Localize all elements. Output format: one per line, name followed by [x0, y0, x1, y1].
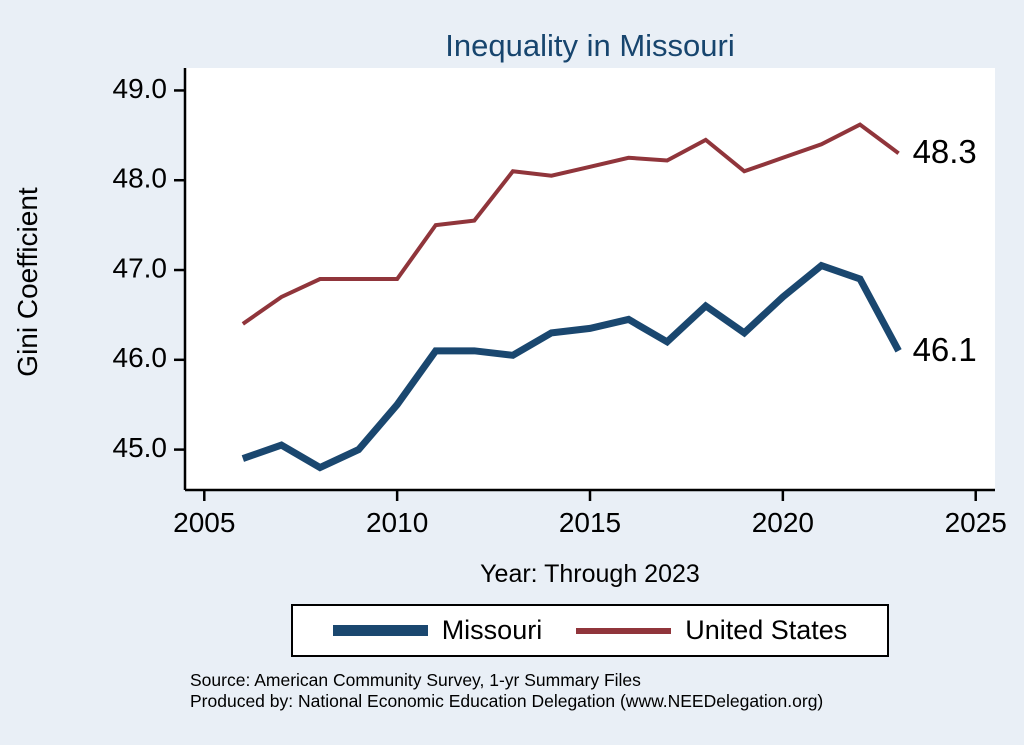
united-states-line-swatch	[576, 627, 672, 634]
svg-text:49.0: 49.0	[113, 73, 168, 104]
source-line-2: Produced by: National Economic Education…	[190, 691, 824, 711]
source-line-1: Source: American Community Survey, 1-yr …	[190, 670, 641, 690]
legend: Missouri United States	[185, 604, 995, 657]
y-axis-label: Gini Coefficient	[12, 187, 43, 377]
svg-text:47.0: 47.0	[113, 252, 168, 283]
svg-text:2015: 2015	[559, 507, 621, 538]
chart-canvas: 45.0 46.0 47.0 48.0 49.0 2005 2010 2015 2020 2025	[113, 68, 1007, 538]
svg-text:2020: 2020	[752, 507, 814, 538]
legend-item-united-states: United States	[576, 615, 847, 646]
x-axis-label: Year: Through 2023	[480, 560, 700, 588]
svg-text:48.0: 48.0	[113, 163, 168, 194]
legend-label-missouri: Missouri	[441, 615, 543, 645]
source-note: Source: American Community Survey, 1-yr …	[190, 670, 823, 712]
us-end-label: 48.3	[912, 133, 977, 171]
chart-title: Inequality in Missouri	[445, 28, 735, 63]
legend-item-missouri: Missouri	[332, 615, 543, 646]
svg-text:2025: 2025	[945, 507, 1007, 538]
svg-text:2010: 2010	[366, 507, 428, 538]
legend-label-united-states: United States	[685, 615, 848, 645]
legend-box: Missouri United States	[290, 604, 890, 657]
svg-text:2005: 2005	[173, 507, 235, 538]
svg-text:45.0: 45.0	[113, 432, 168, 463]
svg-text:46.0: 46.0	[113, 342, 168, 373]
missouri-end-label: 46.1	[912, 330, 977, 368]
missouri-line-swatch	[332, 625, 428, 636]
